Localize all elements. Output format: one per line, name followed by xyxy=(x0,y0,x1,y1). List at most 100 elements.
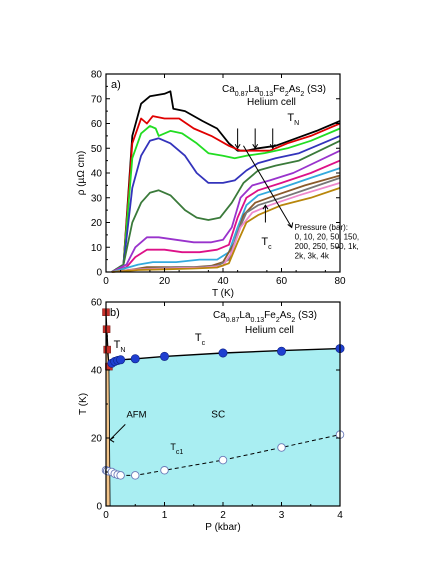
x-tick-label: 80 xyxy=(334,276,346,287)
tc-point xyxy=(218,348,228,358)
panel-label: a) xyxy=(111,79,121,91)
x-axis-label: T (K) xyxy=(212,288,234,299)
y-axis-label: ρ (µΩ cm) xyxy=(76,151,87,195)
tn-arrow-head xyxy=(269,143,276,150)
tc1-label: Tc1 xyxy=(170,442,183,456)
x-tick-label: 1 xyxy=(162,510,168,521)
pressure-legend-line: 0, 10, 20, 50, 150, xyxy=(295,232,360,241)
y-tick-label: 20 xyxy=(91,218,103,229)
y-tick-label: 40 xyxy=(91,169,103,180)
tn-label: TN xyxy=(114,339,126,354)
title-segment: 0.13 xyxy=(260,91,274,98)
series-line-2 xyxy=(111,125,341,273)
x-tick-label: 2 xyxy=(220,510,226,521)
title-segment: Fe xyxy=(264,310,276,321)
sc-region xyxy=(108,348,341,506)
x-tick-label: 20 xyxy=(159,276,171,287)
x-tick-label: 40 xyxy=(217,276,229,287)
y-tick-label: 60 xyxy=(91,119,103,130)
tn-arrow-head xyxy=(234,143,241,150)
tc1-point xyxy=(130,471,140,480)
series-line-0 xyxy=(111,90,341,273)
y-tick-label: 0 xyxy=(96,268,102,279)
tc-arrow-head xyxy=(262,204,269,210)
y-tick-label: 70 xyxy=(91,94,103,105)
tc-point xyxy=(116,355,126,365)
series-line-3 xyxy=(111,135,341,273)
tn-letter: T xyxy=(287,112,294,124)
tc1-point xyxy=(160,466,169,475)
tc-letter: T xyxy=(261,236,268,248)
pressure-arrow-head xyxy=(287,222,294,229)
title-segment: (S3) xyxy=(304,84,326,95)
series-line-6 xyxy=(111,159,341,273)
tc-annotation: Tc xyxy=(261,236,272,251)
chart-subtitle: Helium cell xyxy=(245,325,294,336)
tn-label-subscript: N xyxy=(120,346,125,353)
chart-subtitle: Helium cell xyxy=(247,97,296,108)
tc1-label-subscript: c1 xyxy=(176,448,184,455)
title-segment: 2 xyxy=(276,317,280,324)
x-tick-label: 0 xyxy=(103,276,109,287)
panel-a-resistivity-chart: 0 20 40 60 80 0 10 20 30 40 50 60 70 80 T (K) ρ (µΩ cm)… xyxy=(76,70,359,300)
title-segment: As xyxy=(280,310,292,321)
series-line-1 xyxy=(111,115,341,273)
title-segment: 2 xyxy=(291,317,295,324)
title-segment: 0.87 xyxy=(226,317,240,324)
y-axis-label: T (K) xyxy=(78,393,89,415)
tc-point xyxy=(276,346,286,356)
tc-label-subscript: c xyxy=(202,340,206,347)
afm-arrow-head xyxy=(109,436,115,443)
tc-point xyxy=(160,351,170,361)
title-segment: La xyxy=(239,310,251,321)
tn-label-letter: T xyxy=(114,339,121,351)
pressure-legend-line: Pressure (bar): xyxy=(295,223,348,232)
tn-subscript: N xyxy=(294,120,299,127)
title-segment: 0.13 xyxy=(251,317,265,324)
title-segment: Fe xyxy=(273,84,285,95)
title-segment: 0.87 xyxy=(235,91,249,98)
afm-arrow xyxy=(109,424,126,441)
tc1-point xyxy=(218,455,228,465)
tn-annotation: TN xyxy=(287,112,299,127)
y-tick-label: 40 xyxy=(91,366,103,377)
tn-point xyxy=(103,345,111,354)
title-segment: Ca xyxy=(222,84,235,95)
pressure-arrow xyxy=(243,145,293,228)
title-segment: Ca xyxy=(213,310,226,321)
sc-label: SC xyxy=(211,410,225,421)
tc-point xyxy=(130,354,140,364)
chart-title: Ca0.87La0.13Fe2As2 (S3) xyxy=(213,310,317,324)
pressure-legend-line: 200, 250, 500, 1k, xyxy=(295,242,359,251)
series-line-11 xyxy=(111,187,341,273)
tc-label: Tc xyxy=(195,332,206,347)
tc-label-letter: T xyxy=(195,332,202,344)
series-line-7 xyxy=(111,167,341,273)
tc-subscript: c xyxy=(268,243,272,250)
y-tick-label: 20 xyxy=(91,434,103,445)
pressure-legend-line: 2k, 3k, 4k xyxy=(295,251,330,260)
x-tick-label: 60 xyxy=(276,276,288,287)
title-segment: (S3) xyxy=(295,310,317,321)
y-tick-label: 50 xyxy=(91,144,103,155)
series-line-5 xyxy=(111,149,341,273)
panel-label: b) xyxy=(110,307,120,319)
y-tick-label: 30 xyxy=(91,193,103,204)
title-segment: As xyxy=(289,84,301,95)
afm-label: AFM xyxy=(126,410,146,421)
y-tick-label: 80 xyxy=(91,70,103,81)
x-tick-label: 0 xyxy=(103,510,109,521)
tc1-point xyxy=(277,443,286,452)
series-line-4 xyxy=(111,139,341,273)
y-tick-label: 10 xyxy=(91,243,103,254)
tc1-point xyxy=(116,471,125,480)
title-segment: La xyxy=(248,84,260,95)
x-tick-label: 4 xyxy=(337,510,343,521)
y-tick-label: 60 xyxy=(91,298,103,309)
chart-title: Ca0.87La0.13Fe2As2 (S3) xyxy=(222,84,326,98)
title-segment: 2 xyxy=(300,91,304,98)
tc1-label-letter: T xyxy=(170,442,176,452)
x-axis-label: P (kbar) xyxy=(205,522,240,533)
